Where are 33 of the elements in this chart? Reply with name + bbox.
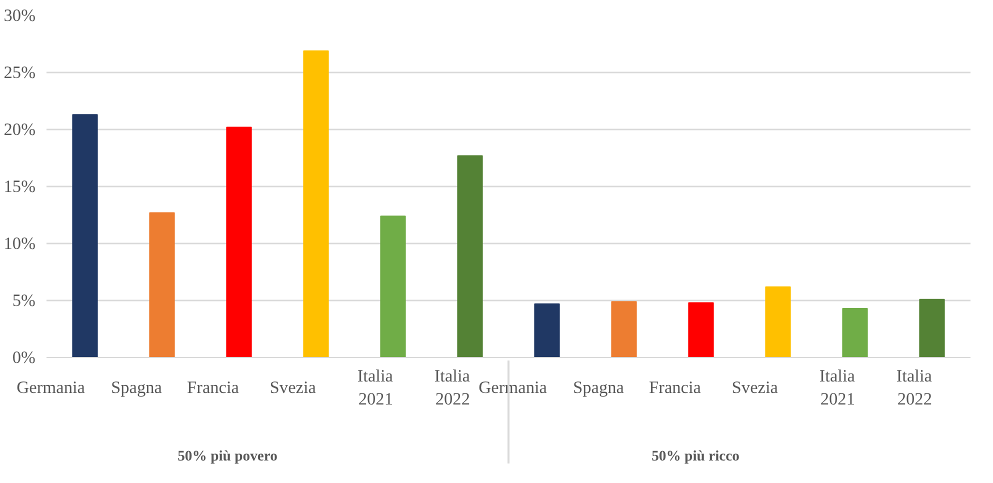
bar <box>149 212 175 358</box>
x-tick-label: Francia <box>649 378 702 397</box>
bar <box>765 286 791 358</box>
bar <box>842 308 868 358</box>
bar <box>457 155 483 358</box>
text: 50% più povero <box>178 448 278 464</box>
y-tick-label: 30% <box>4 6 36 25</box>
x-tick-label: Svezia <box>270 378 316 397</box>
y-tick-label: 0% <box>12 348 36 367</box>
y-tick-label: 15% <box>4 177 36 196</box>
bar <box>380 216 406 358</box>
x-tick-label: Spagna <box>110 378 162 397</box>
bar <box>611 301 637 358</box>
x-tick-label: Italia 2021 <box>357 366 394 408</box>
x-tick-label: Germania <box>478 378 548 397</box>
x-tick-label: Italia 2022 <box>434 366 470 408</box>
bar <box>688 302 714 358</box>
bar <box>303 50 329 358</box>
x-tick-label: Italia 2021 <box>819 366 856 408</box>
y-tick-label: 20% <box>4 120 36 139</box>
bar <box>534 303 560 358</box>
x-tick-label: Svezia <box>732 378 778 397</box>
y-tick-label: 5% <box>12 291 36 310</box>
bar <box>72 114 98 358</box>
bar <box>919 298 945 358</box>
y-tick-label: 25% <box>4 63 36 82</box>
bar <box>226 126 252 358</box>
x-tick-label: Germania <box>16 378 86 397</box>
x-tick-label: Spagna <box>572 378 624 397</box>
y-tick-label: 10% <box>4 234 36 253</box>
x-tick-label: Francia <box>187 378 240 397</box>
x-tick-label: Italia 2022 <box>896 366 932 408</box>
text: 50% più ricco <box>652 448 740 464</box>
